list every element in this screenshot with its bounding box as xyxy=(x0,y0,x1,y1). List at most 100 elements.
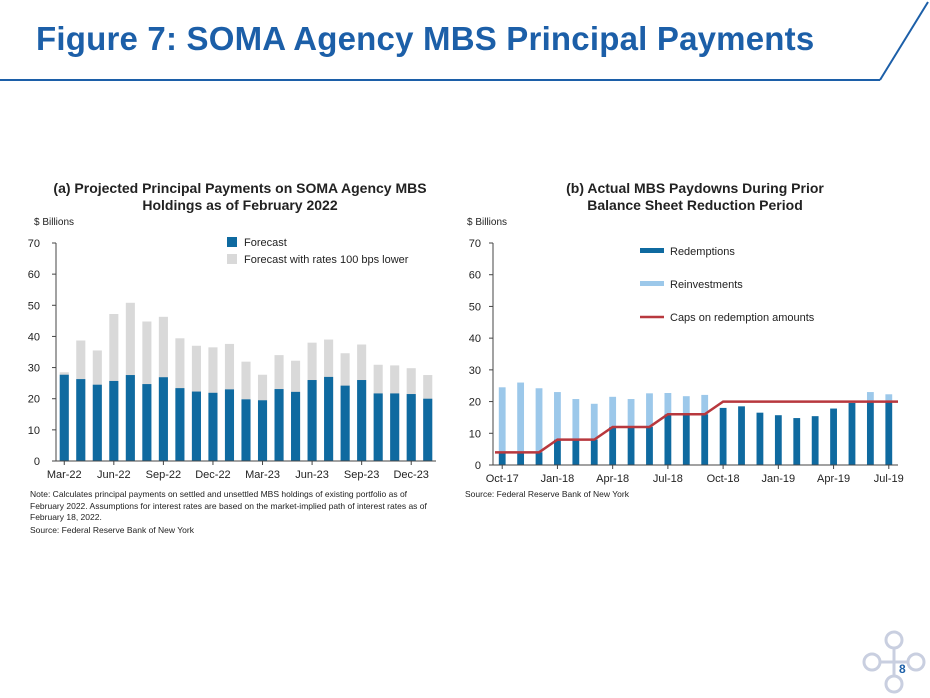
chart-a-y-tick-label: 50 xyxy=(28,300,40,312)
chart-b-bar-redemptions xyxy=(572,439,580,465)
chart-b-y-tick-label: 0 xyxy=(475,460,481,472)
chart-b-bar-redemptions xyxy=(866,401,874,465)
chart-a-bar-forecast xyxy=(191,391,201,461)
chart-a-plot: 0 10 20 30 40 50 60 70 Mar-22 Jun-22 Sep-22 Dec-22 M… xyxy=(28,237,436,481)
chart-b-bar-reinvestments xyxy=(885,394,893,402)
chart-a-bar-forecast xyxy=(175,388,185,461)
chart-a-bar-forecast xyxy=(373,393,383,461)
chart-a-bar-forecast xyxy=(158,377,168,461)
chart-b-bar-reinvestments xyxy=(554,392,561,440)
chart-a-y-tick-label: 0 xyxy=(34,456,40,468)
chart-a-x-tick-label: Sep-23 xyxy=(344,469,379,481)
chart-a-title: (a) Projected Principal Payments on SOMA… xyxy=(53,180,427,213)
chart-b-bar-redemptions xyxy=(719,407,727,465)
chart-b-bar-redemptions xyxy=(848,402,856,465)
chart-b-y-unit: $ Billions xyxy=(467,217,508,228)
chart-b-bar-redemptions xyxy=(664,414,672,465)
chart-b-bar-reinvestments xyxy=(646,393,653,427)
chart-b-bar-redemptions xyxy=(811,416,819,465)
chart-a-bar-forecast xyxy=(92,384,102,461)
chart-b-x-tick-label: Oct-17 xyxy=(486,473,519,485)
chart-b-y-tick-label: 10 xyxy=(469,428,481,440)
chart-b-bar-reinvestments xyxy=(572,399,580,440)
chart-a-bar-forecast xyxy=(340,385,350,461)
chart-a-bar-forecast xyxy=(59,374,69,461)
chart-a-source: Source: Federal Reserve Bank of New York xyxy=(30,525,194,535)
chart-b-x-tick-label: Jul-18 xyxy=(653,473,683,485)
chart-a-legend-label: Forecast with rates 100 bps lower xyxy=(244,254,409,266)
chart-a-bar-forecast xyxy=(357,380,367,461)
chart-b-plot: 0 10 20 30 40 50 60 70 Oct-17 Jan-18 Apr-18 Jul-18 O… xyxy=(469,238,904,485)
chart-b-bar-reinvestments xyxy=(866,392,874,402)
chart-b-x-tick-label: Apr-18 xyxy=(596,473,629,485)
chart-b-legend-label: Reinvestments xyxy=(670,279,743,291)
chart-a-bar-forecast xyxy=(390,393,400,461)
chart-b-bar-reinvestments xyxy=(701,394,709,415)
chart-a-x-tick-label: Jun-22 xyxy=(97,469,131,481)
chart-b-bar-redemptions xyxy=(830,408,837,465)
chart-b-bar-redemptions xyxy=(793,418,801,465)
chart-b-legend-swatch-redemptions xyxy=(640,248,664,253)
chart-b-bar-reinvestments xyxy=(664,393,672,415)
chart-b-x-tick-label: Oct-18 xyxy=(707,473,740,485)
chart-b-y-tick-label: 20 xyxy=(469,397,481,409)
chart-b-y-tick-label: 30 xyxy=(469,365,481,377)
chart-b-x-tick-label: Jan-19 xyxy=(762,473,796,485)
chart-a-bar-forecast xyxy=(307,380,317,461)
chart-b-cap-line xyxy=(495,400,898,454)
chart-b-bar-reinvestments xyxy=(517,382,525,453)
chart-a-x-tick-label: Jun-23 xyxy=(295,469,329,481)
chart-a-legend-swatch-forecast xyxy=(227,237,237,247)
chart-a-bar-forecast xyxy=(274,389,284,461)
chart-b-bar-redemptions xyxy=(498,452,506,465)
seal-watermark-icon xyxy=(862,630,926,694)
slide-title: Figure 7: SOMA Agency MBS Principal Paym… xyxy=(36,20,815,57)
chart-b-bar-redemptions xyxy=(535,452,543,465)
chart-a-bar-forecast xyxy=(423,398,433,461)
chart-b-bar-redemptions xyxy=(885,401,893,465)
chart-a-x-tick-label: Mar-22 xyxy=(47,469,82,481)
chart-a-y-tick-label: 60 xyxy=(28,269,40,281)
chart-a-bar-forecast xyxy=(208,392,218,461)
chart-a-bar-forecast xyxy=(241,399,251,461)
chart-b-bar-redemptions xyxy=(756,412,764,465)
chart-b-bar-redemptions xyxy=(701,414,709,465)
chart-a-bar-forecast xyxy=(142,384,152,461)
chart-b-bar-redemptions xyxy=(738,406,745,465)
chart-b-bar-reinvestments xyxy=(590,403,598,440)
chart-b-x-tick-label: Apr-19 xyxy=(817,473,850,485)
chart-a-note: Note: Calculates principal payments on s… xyxy=(30,489,427,522)
chart-b-bar-reinvestments xyxy=(498,387,506,453)
title-rule xyxy=(0,79,880,81)
chart-a-bar-forecast xyxy=(406,394,416,461)
chart-a-bar-forecast xyxy=(125,375,135,461)
chart-b-y-tick-label: 60 xyxy=(469,270,481,282)
chart-b-title: (b) Actual MBS Paydowns During Prior Bal… xyxy=(566,180,824,213)
chart-b-bar-redemptions xyxy=(627,426,635,465)
chart-a-y-tick-label: 30 xyxy=(28,363,40,375)
chart-b-legend-swatch-reinvestments xyxy=(640,281,664,286)
chart-a-x-tick-label: Mar-23 xyxy=(245,469,280,481)
chart-b-bar-reinvestments xyxy=(627,399,635,427)
chart-b-bar-reinvestments xyxy=(609,396,617,427)
chart-b-source: Source: Federal Reserve Bank of New York xyxy=(465,489,629,499)
chart-a-x-tick-label: Dec-22 xyxy=(195,469,230,481)
chart-b-x-tick-label: Jan-18 xyxy=(541,473,575,485)
chart-a-bar-forecast xyxy=(224,389,235,461)
chart-b-y-tick-label: 40 xyxy=(469,333,481,345)
chart-b-x-tick-label: Jul-19 xyxy=(874,473,904,485)
chart-b-bar-redemptions xyxy=(646,426,653,465)
chart-a-x-tick-label: Sep-22 xyxy=(146,469,181,481)
chart-a-y-tick-label: 20 xyxy=(28,394,40,406)
chart-a-bar-forecast xyxy=(257,400,268,461)
chart-a-y-tick-label: 40 xyxy=(28,331,40,343)
chart-a-y-tick-label: 70 xyxy=(28,238,40,250)
page-number: 8 xyxy=(899,662,906,676)
chart-b-bar-redemptions xyxy=(590,439,598,465)
chart-b-y-tick-label: 70 xyxy=(469,238,481,250)
chart-b-bar-redemptions xyxy=(774,415,782,465)
chart-a-x-tick-label: Dec-23 xyxy=(393,469,428,481)
chart-a-bar-forecast xyxy=(291,391,301,461)
chart-b-bar-reinvestments xyxy=(535,388,543,453)
chart-b-y-tick-label: 50 xyxy=(469,301,481,313)
